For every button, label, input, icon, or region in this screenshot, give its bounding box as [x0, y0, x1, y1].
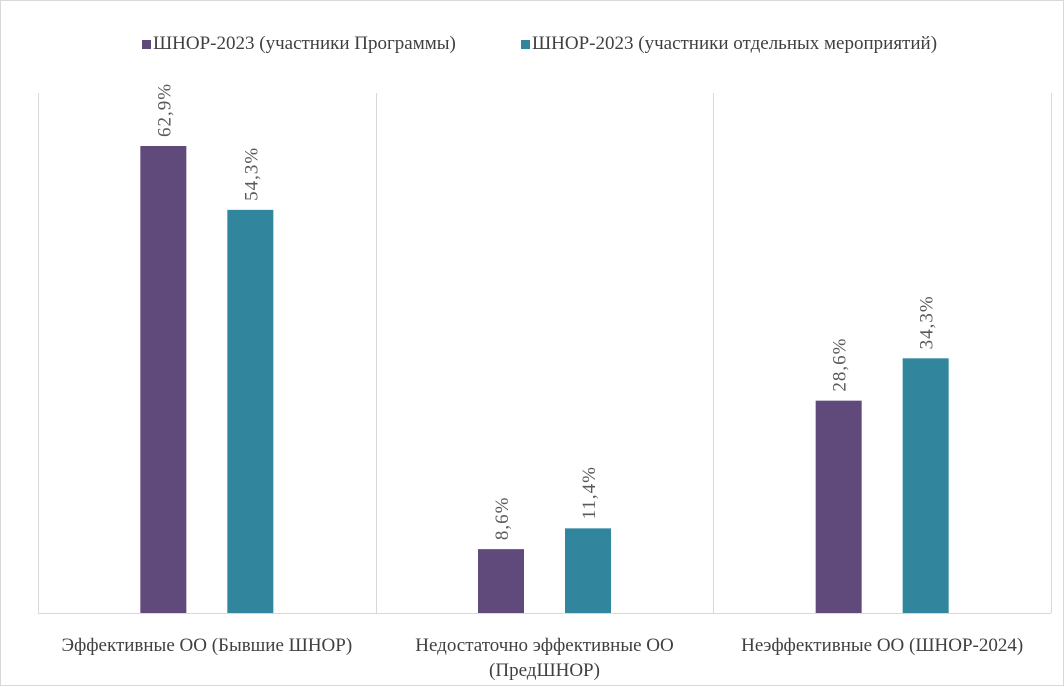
data-label: 28,6% [830, 338, 851, 392]
category-label: (ПредШНОР) [489, 660, 600, 681]
bar [478, 549, 524, 613]
data-label: 62,9% [154, 83, 175, 137]
data-label: 11,4% [579, 466, 600, 519]
legend-swatch [142, 40, 151, 49]
category-label: Эффективные ОО (Бывшие ШНОР) [61, 635, 352, 656]
category-label: Недостаточно эффективные ОО [415, 635, 673, 656]
bar [815, 400, 862, 613]
legend-label: ШНОР-2023 (участники отдельных мероприят… [532, 33, 937, 54]
bar [140, 146, 187, 613]
data-label: 54,3% [241, 147, 262, 201]
category-label: Неэффективные ОО (ШНОР-2024) [741, 635, 1023, 656]
bar [902, 358, 949, 613]
data-label: 8,6% [492, 497, 513, 541]
legend-label: ШНОР-2023 (участники Программы) [153, 33, 456, 54]
bar [227, 209, 274, 613]
data-label: 34,3% [917, 295, 938, 349]
bar [565, 528, 611, 613]
legend-swatch [521, 40, 530, 49]
